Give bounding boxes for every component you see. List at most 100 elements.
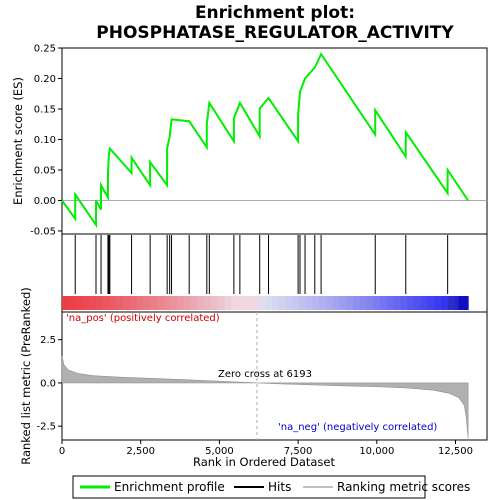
x-axis-label: Rank in Ordered Dataset [193,455,336,469]
hits-panel [61,233,488,313]
color-bar-segment [400,296,408,310]
color-bar-segment [197,296,205,310]
es-y-tick-label: 0.25 [34,44,56,55]
metric-y-tick-label: 2.5 [40,335,56,346]
legend: Enrichment profile Hits Ranking metric s… [72,475,470,499]
color-bar-segment [183,296,192,310]
color-bar-segment [393,296,402,310]
color-bar-segment [271,296,280,310]
metric-y-tick-label: 0.0 [40,378,56,389]
x-tick-label: 0 [59,446,65,457]
es-y-tick-label: 0.10 [34,135,56,146]
enrichment-profile-line [61,52,469,229]
chart-title-line-1: Enrichment plot: [195,3,355,23]
positive-correlation-label: 'na_pos' (positively correlated) [66,313,220,324]
legend-hits: Hits [268,480,291,494]
metric-panel-frame [61,311,488,441]
color-bar-segment [278,296,286,310]
color-bar-segment [339,296,347,310]
color-bar-segment [434,296,442,310]
color-bar-segment [325,296,334,310]
color-bar-segment [177,296,185,310]
es-y-tick-label: 0.00 [34,196,56,207]
color-bar-segment [170,296,178,310]
color-bar-segment [251,296,259,310]
es-y-tick-label: -0.05 [30,226,56,237]
color-bar-segment [68,296,77,310]
color-bar-segment [447,296,456,310]
color-bar-segment [190,296,198,310]
color-bar-segment [366,296,374,310]
color-bar-segment [143,296,151,310]
color-bar-segment [217,296,226,310]
color-bar-segment [136,296,144,310]
es-y-tick-label: 0.15 [34,104,56,115]
color-bar-segment [346,296,354,310]
rank-color-bar [62,296,469,310]
color-bar-segment [454,296,462,310]
hit-markers [74,235,449,294]
ranking-metric-area [61,356,469,439]
color-bar-segment [305,296,314,310]
x-tick-label: 10,000 [359,446,394,457]
color-bar-segment [116,296,124,310]
color-bar-segment [258,296,266,310]
color-bar-segment [420,296,429,310]
color-bar-segment [298,296,307,310]
color-bar-segment [332,296,341,310]
color-bar-segment [156,296,165,310]
color-bar-segment [75,296,83,310]
color-bar-segment [89,296,97,310]
color-bar-segment [353,296,361,310]
metric-y-ticks: -2.5 0.0 2.5 [36,335,62,433]
color-bar-segment [427,296,435,310]
color-bar-segment [95,296,104,310]
color-bar-segment [407,296,415,310]
color-bar-segment [204,296,212,310]
es-panel: -0.05 0.00 0.05 0.10 0.15 0.20 0.25 Enrichment… [11,44,488,237]
color-bar-segment [312,296,320,310]
color-bar-segment [373,296,381,310]
es-y-axis-label: Enrichment score (ES) [11,77,25,205]
es-panel-frame [61,47,488,235]
color-bar-segment [122,296,131,310]
color-bar-segment [82,296,90,310]
color-bar-segment [109,296,117,310]
metric-y-tick-label: -2.5 [36,422,56,433]
color-bar-segment [380,296,388,310]
color-bar-segment [62,296,70,310]
es-y-tick-label: 0.05 [34,165,56,176]
color-bar-segment [102,296,110,310]
negative-correlation-label: 'na_neg' (negatively correlated) [278,422,437,433]
color-bar-segment [386,296,395,310]
metric-y-axis-label: Ranked list metric (PreRanked) [19,287,33,465]
metric-panel: -2.5 0.0 2.5 'na_pos' (positively correlat… [19,287,488,465]
color-bar-end [458,296,469,310]
color-bar-segment [237,296,246,310]
x-tick-label: 7,500 [284,446,313,457]
color-bar-segment [210,296,219,310]
color-bar-segment [285,296,293,310]
color-bar-segment [244,296,253,310]
color-bar-segment [265,296,273,310]
legend-enrichment-profile: Enrichment profile [114,480,225,494]
color-bar-segment [292,296,300,310]
color-bar-segment [413,296,422,310]
legend-ranking-metric-scores: Ranking metric scores [337,480,470,494]
color-bar-segment [149,296,158,310]
x-tick-label: 12,500 [438,446,473,457]
color-bar-segment [359,296,368,310]
color-bar-segment [231,296,239,310]
color-bar-segment [224,296,232,310]
color-bar-segment [441,296,449,310]
color-bar-segment [163,296,171,310]
x-tick-label: 5,000 [205,446,234,457]
x-axis-ticks: 0 2,500 5,000 7,500 10,000 12,500 [59,440,473,457]
zero-cross-label: Zero cross at 6193 [218,369,312,380]
color-bar-segment [319,296,327,310]
color-bar-segment [129,296,138,310]
chart-title-line-2: PHOSPHATASE_REGULATOR_ACTIVITY [96,23,454,43]
x-tick-label: 2,500 [126,446,155,457]
es-y-ticks: -0.05 0.00 0.05 0.10 0.15 0.20 0.25 [30,44,62,237]
